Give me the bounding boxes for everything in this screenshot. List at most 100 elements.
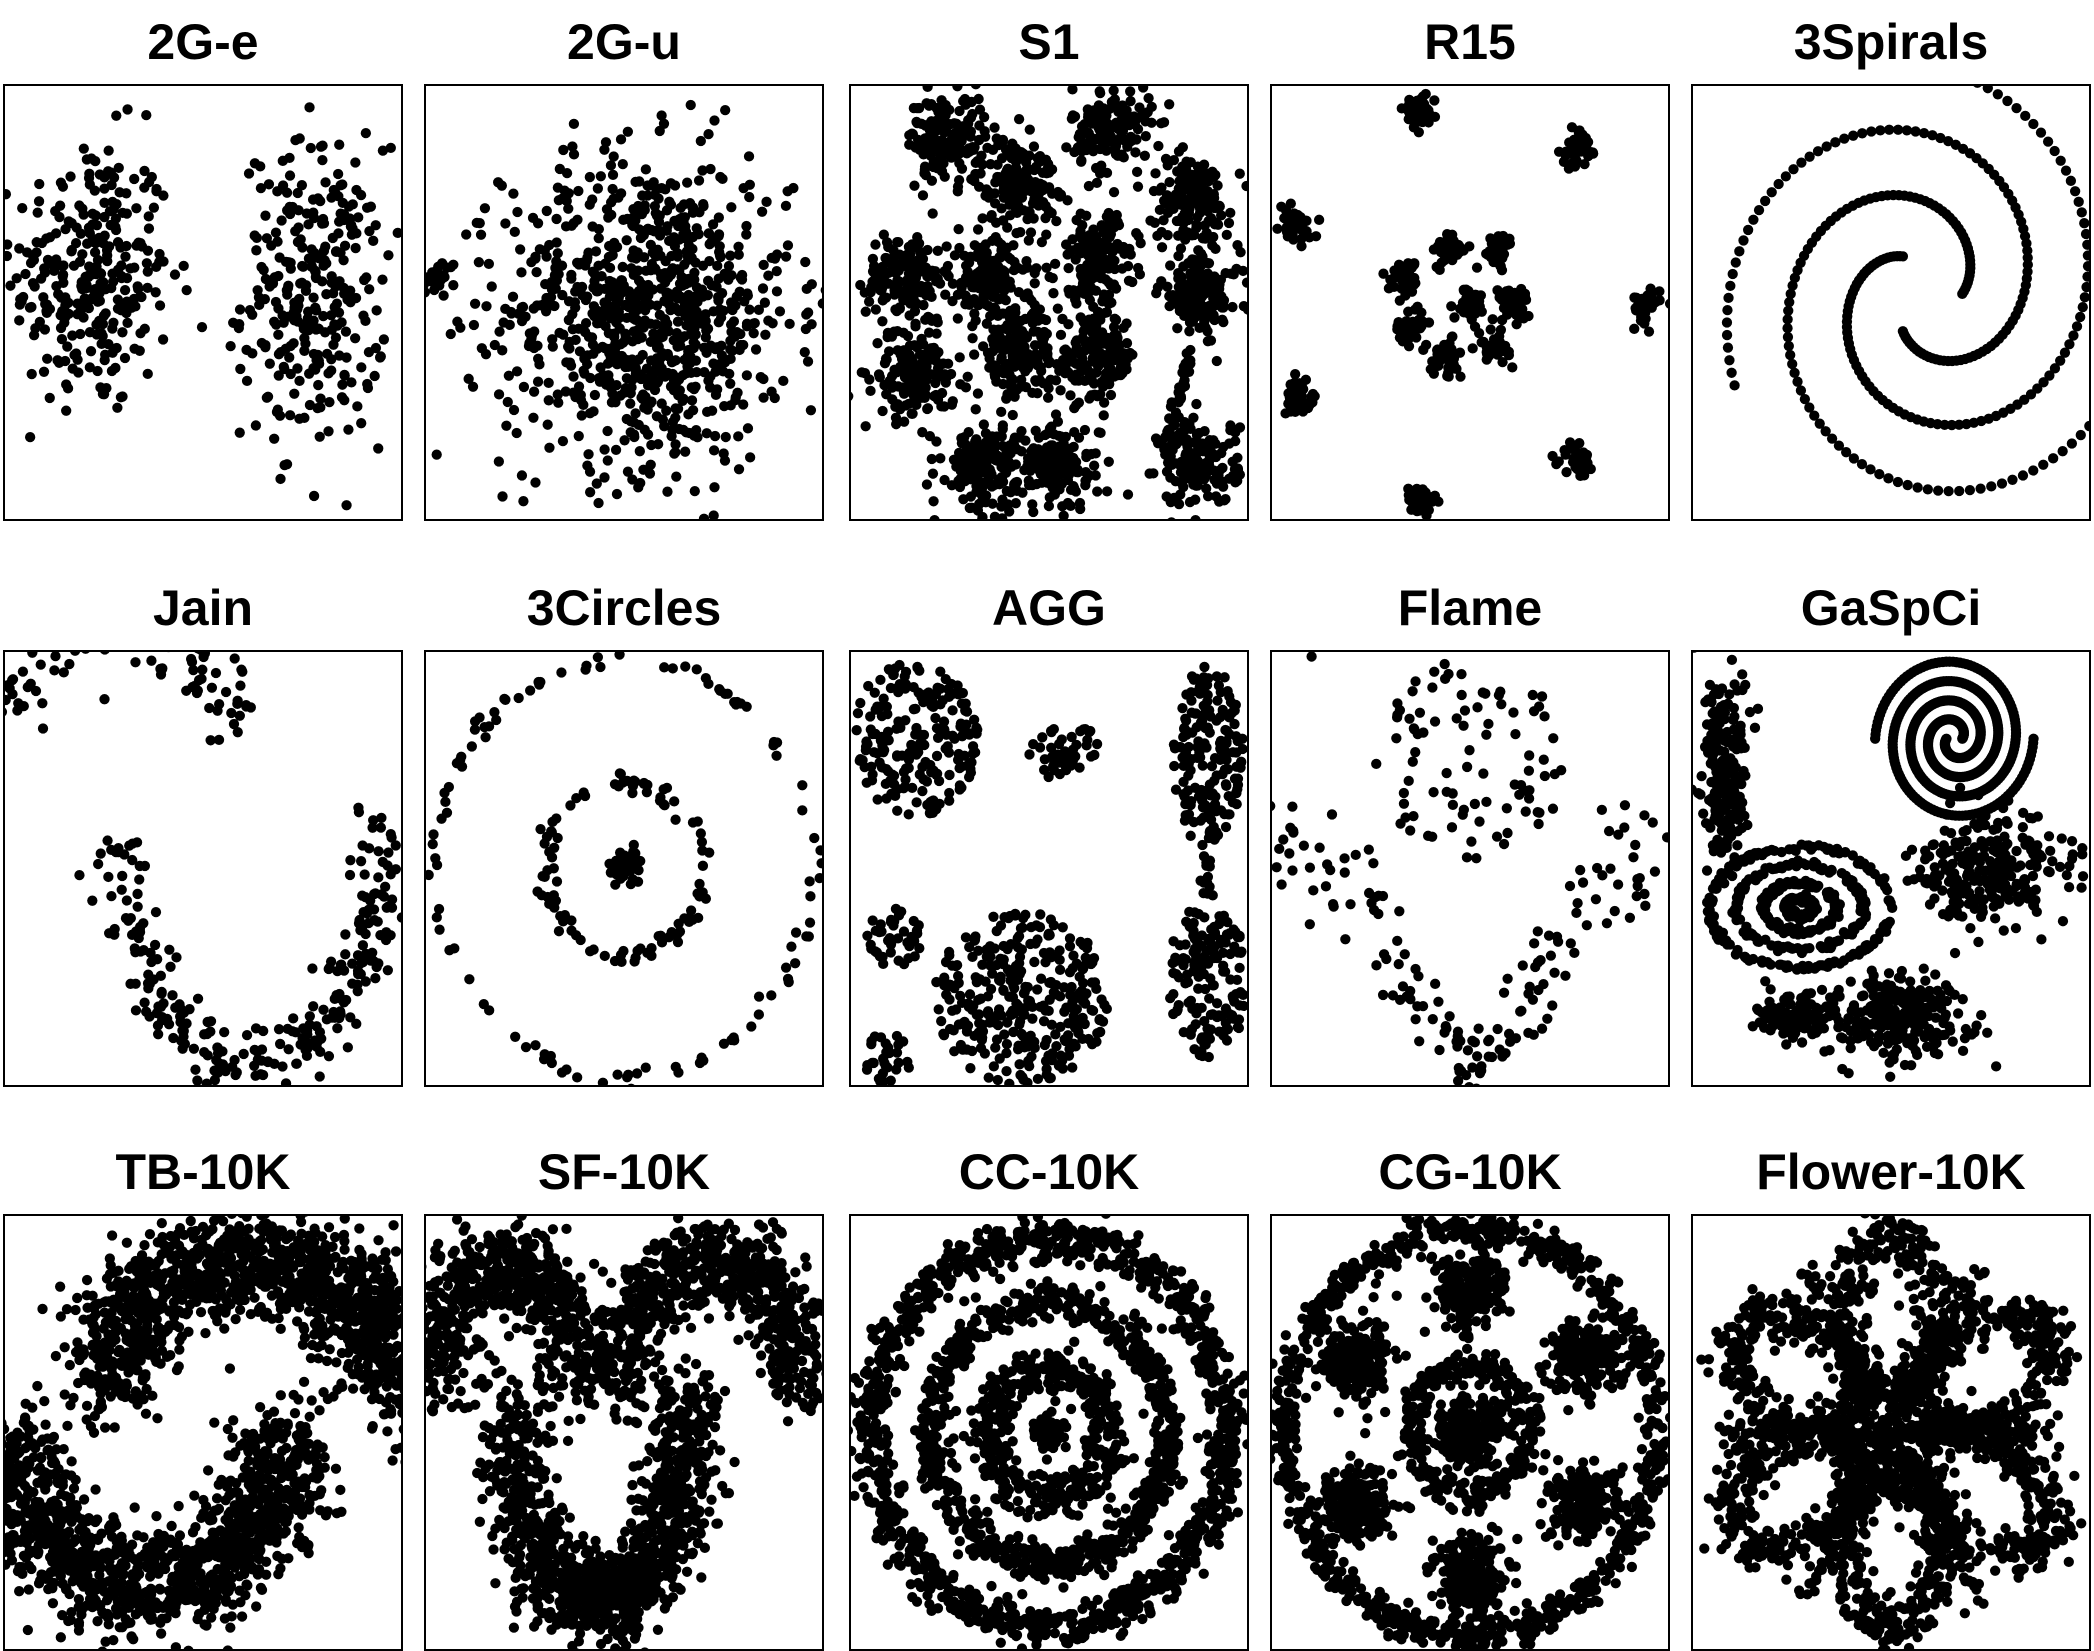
data-point (1177, 303, 1188, 314)
data-point (33, 196, 45, 207)
data-point (1175, 243, 1187, 254)
data-point (1043, 167, 1055, 178)
data-point (703, 128, 714, 140)
data-point (1058, 463, 1069, 475)
data-point (1072, 467, 1084, 478)
data-point (1160, 449, 1171, 460)
data-point (651, 411, 663, 422)
data-point (1164, 176, 1175, 188)
data-point (620, 328, 631, 339)
data-point (90, 210, 102, 221)
data-point (986, 210, 997, 221)
data-point (143, 176, 155, 188)
data-point (238, 1048, 249, 1060)
data-point (71, 348, 82, 359)
data-point (558, 329, 569, 340)
data-point (1654, 286, 1665, 297)
data-point (997, 420, 1009, 431)
data-point (32, 207, 43, 218)
data-point (308, 212, 320, 224)
data-point (988, 324, 999, 335)
data-point (806, 279, 817, 290)
data-point (1135, 238, 1146, 249)
data-point (38, 366, 50, 377)
data-point (996, 406, 1007, 418)
series-0 (5, 104, 208, 443)
data-point (700, 315, 711, 327)
data-point (981, 184, 992, 195)
data-point (1986, 481, 1997, 492)
data-point (1022, 262, 1033, 273)
data-point (320, 177, 331, 188)
data-point (2082, 250, 2089, 261)
data-point (851, 391, 854, 401)
data-point (1753, 204, 1765, 216)
data-point (2055, 155, 2066, 166)
data-point (1404, 318, 1415, 330)
series-1 (225, 102, 401, 511)
data-point (1055, 385, 1066, 396)
data-point (1056, 478, 1068, 490)
data-point (615, 390, 626, 401)
data-point (512, 206, 523, 218)
data-point (983, 449, 994, 460)
data-point (677, 370, 689, 381)
data-point (909, 288, 921, 299)
data-point (1012, 262, 1023, 274)
data-point (979, 479, 990, 490)
data-point (531, 266, 542, 278)
data-point (628, 326, 639, 337)
data-point (95, 268, 107, 279)
data-point (662, 486, 673, 497)
data-point (5, 707, 8, 717)
data-point (877, 261, 888, 273)
data-point (856, 367, 867, 378)
data-point (1202, 491, 1214, 502)
data-point (1153, 140, 1164, 152)
data-point (119, 352, 131, 364)
data-point (952, 144, 963, 155)
data-point (164, 944, 175, 955)
data-point (924, 124, 935, 135)
data-point (1150, 168, 1161, 179)
data-point (505, 306, 517, 318)
data-point (914, 144, 925, 155)
data-point (258, 264, 269, 276)
data-point (132, 901, 143, 912)
data-point (1804, 402, 1815, 413)
data-point (1092, 486, 1103, 497)
data-point (978, 419, 990, 430)
data-point (351, 184, 362, 196)
data-point (965, 131, 976, 142)
data-point (632, 265, 644, 276)
data-point (75, 298, 86, 309)
data-point (1145, 215, 1156, 226)
data-point (342, 1042, 353, 1053)
data-point (1449, 312, 1460, 323)
data-point (113, 842, 124, 854)
data-point (86, 153, 97, 164)
data-point (965, 491, 977, 502)
data-point (1892, 124, 1904, 135)
data-point (1205, 305, 1216, 316)
data-point (365, 201, 377, 212)
data-point (707, 219, 719, 230)
data-point (1388, 273, 1399, 284)
data-point (1313, 214, 1325, 225)
data-point (567, 324, 578, 335)
data-point (901, 294, 913, 305)
data-point (337, 197, 348, 209)
data-point (129, 343, 140, 354)
data-point (213, 699, 225, 710)
data-point (1078, 276, 1089, 287)
data-point (250, 420, 262, 431)
data-point (468, 319, 480, 331)
data-point (1207, 166, 1218, 177)
data-point (633, 354, 644, 365)
data-point (385, 869, 396, 880)
data-point (984, 362, 995, 373)
data-point (1076, 155, 1087, 166)
data-point (350, 242, 361, 254)
data-point (103, 871, 114, 883)
data-point (705, 163, 716, 175)
